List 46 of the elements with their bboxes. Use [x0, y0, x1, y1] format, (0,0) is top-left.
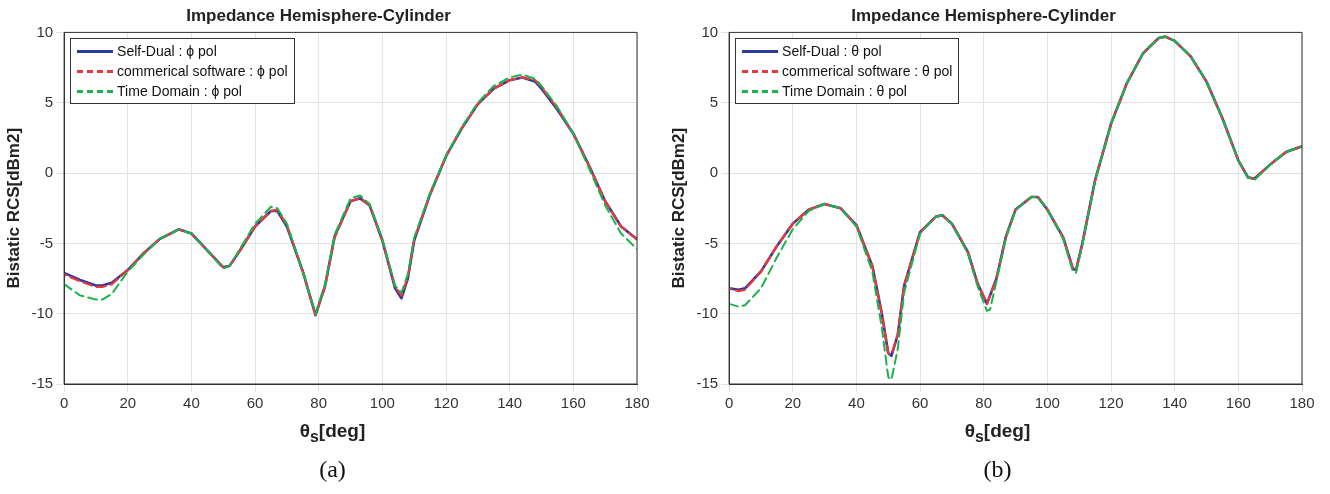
legend-label: Self-Dual : θ pol: [782, 43, 882, 60]
y-tick-label: 5: [709, 92, 719, 110]
chart-title: Impedance Hemisphere-Cylinder: [186, 5, 452, 25]
x-tick-label: 60: [246, 394, 264, 412]
y-tick-label: 0: [709, 163, 719, 181]
x-tick-label: 160: [1225, 394, 1251, 412]
y-tick-label: 5: [44, 92, 54, 110]
text: (a): [318, 456, 347, 483]
x-tick-label: 140: [497, 394, 523, 412]
y-tick-label: -10: [696, 303, 719, 321]
x-tick-label: 180: [1289, 394, 1315, 412]
x-tick-label: 140: [1162, 394, 1188, 412]
x-tick-label: 160: [560, 394, 586, 412]
x-tick-label: 60: [911, 394, 929, 412]
x-tick-label: 120: [1098, 394, 1124, 412]
y-tick-label: 0: [44, 163, 54, 181]
legend-label: Time Domain : ϕ pol: [117, 83, 242, 100]
y-tick-label: 10: [701, 22, 719, 40]
x-tick-label: 20: [119, 394, 137, 412]
y-tick-label: -15: [696, 374, 719, 392]
chart-title: Impedance Hemisphere-Cylinder: [851, 5, 1117, 25]
legend-label: Self-Dual : ϕ pol: [117, 43, 217, 60]
x-tick-label: 0: [59, 394, 69, 412]
legend-label: commerical software : ϕ pol: [117, 63, 288, 80]
y-tick-label: -5: [704, 233, 719, 251]
x-tick-label: 100: [369, 394, 395, 412]
x-tick-label: 120: [433, 394, 459, 412]
x-tick-label: 40: [848, 394, 865, 412]
y-tick-label: -10: [31, 303, 54, 321]
x-tick-label: 180: [624, 394, 650, 412]
y-axis-title: Bistatic RCS[dBm2]: [3, 127, 23, 289]
x-tick-label: 20: [784, 394, 802, 412]
x-tick-label: 40: [183, 394, 200, 412]
y-axis-title: Bistatic RCS[dBm2]: [668, 127, 688, 289]
legend-label: commerical software : θ pol: [782, 63, 953, 80]
y-tick-label: 10: [36, 22, 54, 40]
x-axis-title: θ$_{s}$[deg]: [298, 420, 367, 446]
x-tick-label: 80: [975, 394, 993, 412]
y-tick-label: -15: [31, 374, 54, 392]
x-tick-label: 0: [724, 394, 734, 412]
x-tick-label: 100: [1034, 394, 1060, 412]
y-tick-label: -5: [39, 233, 54, 251]
legend-label: Time Domain : θ pol: [782, 83, 907, 100]
text: (b): [982, 456, 1013, 483]
x-axis-title: θ$_{s}$[deg]: [963, 420, 1032, 446]
x-tick-label: 80: [310, 394, 328, 412]
